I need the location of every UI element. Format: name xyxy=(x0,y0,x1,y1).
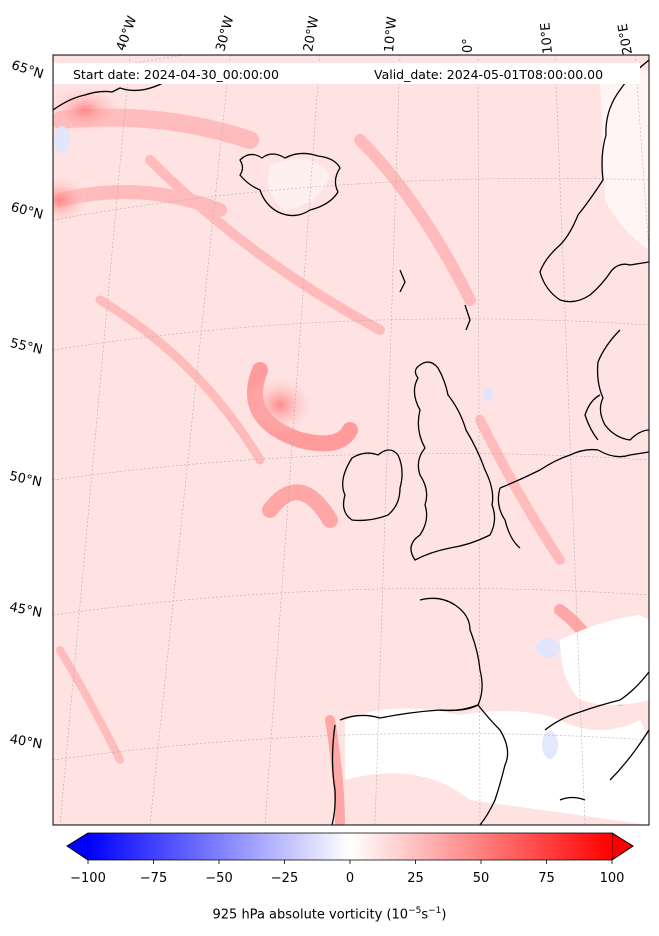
colorbar-over-extension xyxy=(611,832,634,861)
start-date-label: Start date: 2024-04-30_00:00:00 xyxy=(73,67,279,82)
colorbar-tick-label: −25 xyxy=(270,871,299,886)
colorbar-tick-label: 25 xyxy=(407,871,424,886)
colorbar-tick-label: −50 xyxy=(205,871,233,886)
colorbar xyxy=(66,832,634,864)
colorbar-under-extension xyxy=(66,832,89,861)
map-frame xyxy=(52,54,650,826)
colorbar-gradient xyxy=(88,833,612,860)
graticule xyxy=(53,55,649,825)
colorbar-tick-label: 0 xyxy=(345,871,355,886)
colorbar-tick-label: 100 xyxy=(599,871,625,886)
low-vorticity-patches xyxy=(267,70,649,825)
valid-date-label: Valid_date: 2024-05-01T08:00:00.00 xyxy=(374,67,604,82)
coastlines xyxy=(53,59,649,825)
lon-label: 10°W xyxy=(382,15,401,53)
negative-vorticity-patches xyxy=(54,126,560,759)
lon-label: 10°E xyxy=(538,21,556,55)
colorbar-tick-label: 50 xyxy=(472,871,490,886)
lon-label: 0° xyxy=(461,38,476,53)
header-band xyxy=(54,63,640,84)
colorbar-tick-label: −75 xyxy=(139,871,168,886)
colorbar-tick-label: −100 xyxy=(70,871,106,886)
colorbar-tick-label: 75 xyxy=(538,871,555,886)
colorbar-label: 925 hPa absolute vorticity (10−5s−1) xyxy=(212,906,447,923)
